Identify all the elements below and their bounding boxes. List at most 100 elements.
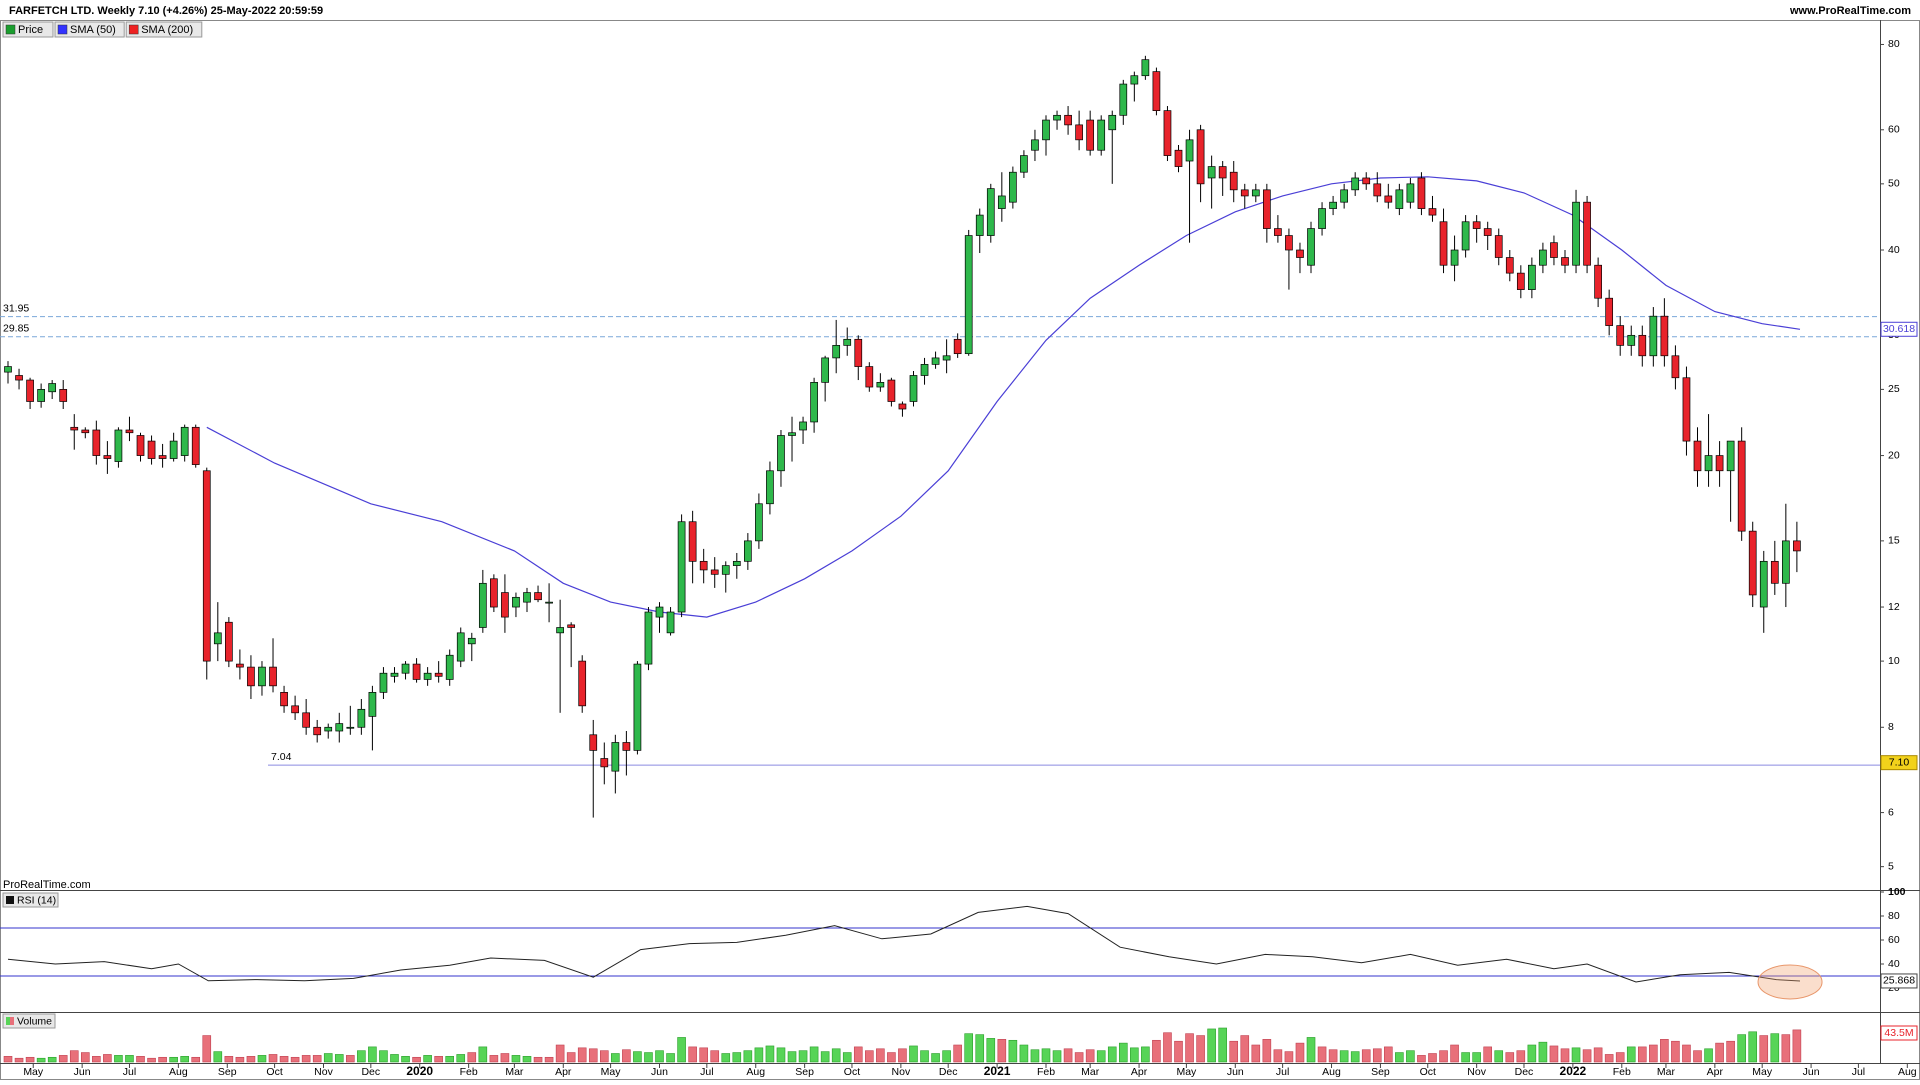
candle-down <box>1505 250 1514 282</box>
candle-up <box>1207 155 1216 209</box>
candle-up <box>1351 172 1360 196</box>
candle-down <box>1196 124 1205 203</box>
candle-down <box>710 557 719 588</box>
candle-up <box>1572 189 1580 274</box>
candle-down <box>225 617 233 668</box>
volume-bar <box>1339 1050 1349 1063</box>
sma-line <box>206 176 1801 618</box>
volume-bar <box>390 1054 399 1063</box>
candle-up <box>1307 221 1315 274</box>
volume-value-tag <box>1880 1025 1918 1041</box>
candle-up <box>1108 110 1117 184</box>
candle-up <box>788 416 796 462</box>
volume-bar <box>92 1056 101 1063</box>
legend-item[interactable]: SMA (200) <box>125 21 203 38</box>
candle-down <box>1748 521 1757 608</box>
candle-down <box>953 333 962 358</box>
candle-body <box>1594 264 1602 299</box>
candle-body <box>1704 455 1713 472</box>
legend-item[interactable]: Price <box>2 21 54 38</box>
candle-down <box>1638 325 1647 367</box>
candle-down <box>302 699 310 735</box>
volume-bar <box>566 1052 576 1063</box>
candle-up <box>1130 71 1139 102</box>
candle-down <box>854 335 863 381</box>
candle-body <box>1605 297 1614 326</box>
volume-bar <box>1395 1052 1404 1063</box>
candle-body <box>633 663 642 751</box>
volume-bar <box>555 1044 565 1063</box>
price-tick-label: 20 <box>1888 449 1900 461</box>
candle-up <box>721 561 730 593</box>
candle-down <box>1274 215 1282 243</box>
price-tick-label: 50 <box>1888 178 1900 190</box>
candle-down <box>1285 228 1293 290</box>
volume-bar <box>1483 1046 1492 1063</box>
candle-up <box>1406 177 1415 209</box>
candle-down <box>191 424 200 468</box>
candle-up <box>379 667 388 700</box>
candle-body <box>975 214 984 236</box>
candle-body <box>4 366 12 373</box>
volume-bar <box>246 1056 256 1063</box>
candle-down <box>1550 235 1558 266</box>
volume-bar <box>235 1056 245 1063</box>
candle-down <box>1737 427 1746 541</box>
candle-body <box>1627 334 1636 346</box>
volume-bar <box>831 1048 841 1063</box>
candle-down <box>1472 215 1481 243</box>
volume-bar <box>1218 1027 1227 1063</box>
volume-bar <box>1604 1054 1614 1063</box>
candle-up <box>1053 110 1061 130</box>
legend-item[interactable]: SMA (50) <box>54 21 125 38</box>
candle-up <box>423 667 432 686</box>
volume-bar <box>743 1050 753 1063</box>
time-tick-label: May <box>23 1066 44 1078</box>
volume-bar <box>1560 1048 1570 1063</box>
candle-up <box>655 602 664 633</box>
volume-bar <box>798 1050 808 1063</box>
candle-body <box>1583 201 1591 266</box>
rsi-tick-label: 40 <box>1888 958 1900 970</box>
candle-up <box>258 661 266 696</box>
volume-bar <box>1096 1050 1106 1063</box>
candle-down <box>103 441 112 474</box>
volume-bar <box>986 1038 996 1063</box>
volume-bar <box>202 1035 212 1063</box>
candle-up <box>1329 195 1337 216</box>
candle-body <box>1406 183 1415 203</box>
candle-body <box>37 389 45 402</box>
candle-body <box>821 357 829 383</box>
volume-bar <box>876 1048 885 1063</box>
price-tick-label: 40 <box>1888 244 1900 256</box>
site-name[interactable]: www.ProRealTime.com <box>1789 5 1911 17</box>
candle-body <box>810 382 818 423</box>
volume-bar <box>1207 1028 1216 1063</box>
volume-bar <box>1527 1044 1537 1063</box>
candle-body <box>600 758 609 768</box>
candle-body <box>732 560 741 566</box>
candle-body <box>1770 560 1779 584</box>
candle-body <box>876 382 885 388</box>
candle-up <box>810 377 818 433</box>
candle-up <box>1020 150 1028 178</box>
volume-bar <box>611 1053 620 1063</box>
volume-bar <box>1361 1049 1371 1063</box>
candle-up <box>677 514 686 618</box>
legend-swatch <box>57 24 68 35</box>
candle-down <box>1715 441 1724 487</box>
volume-bar <box>1715 1042 1724 1063</box>
candle-down <box>1770 540 1779 595</box>
volume-bar <box>1792 1029 1802 1063</box>
candle-up <box>666 607 675 636</box>
volume-bar <box>1637 1046 1647 1063</box>
sma-value-tag <box>1880 321 1918 337</box>
candle-body <box>1163 110 1172 156</box>
candle-up <box>986 183 995 243</box>
candle-up <box>909 370 918 407</box>
candle-body <box>1428 208 1437 216</box>
time-tick-label: May <box>1176 1066 1197 1078</box>
volume-bar <box>655 1050 664 1063</box>
volume-bar <box>1649 1044 1658 1063</box>
candle-up <box>1450 235 1459 282</box>
